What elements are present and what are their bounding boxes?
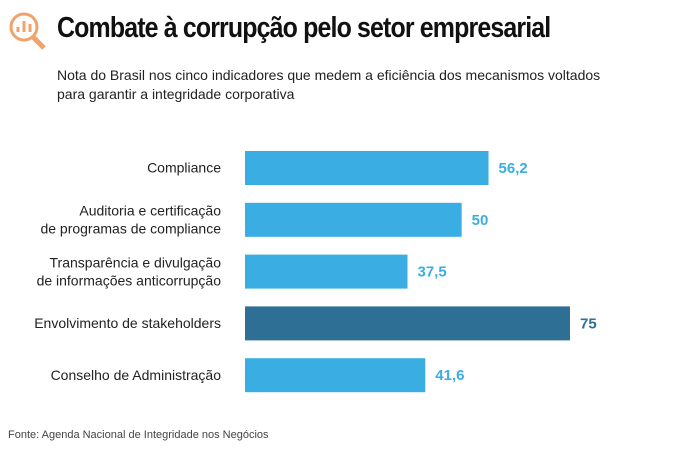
category-label: de programas de compliance — [40, 221, 221, 237]
value-label: 41,6 — [435, 367, 464, 384]
bar — [245, 254, 408, 289]
category-label: Conselho de Administração — [51, 367, 222, 383]
value-label: 75 — [580, 315, 597, 332]
bar — [245, 358, 426, 393]
chart-title: Combate à corrupção pelo setor empresari… — [57, 12, 551, 44]
chart-subtitle: Nota do Brasil nos cinco indicadores que… — [57, 67, 601, 102]
category-label: Compliance — [147, 160, 221, 176]
source-note: Fonte: Agenda Nacional de Integridade no… — [8, 429, 269, 441]
value-label: 37,5 — [418, 264, 447, 281]
bar — [245, 151, 489, 185]
value-label: 56,2 — [499, 160, 528, 177]
category-label: de informações anticorrupção — [37, 272, 222, 288]
bar — [245, 202, 462, 237]
bar — [245, 306, 570, 341]
category-label: Envolvimento de stakeholders — [34, 315, 221, 331]
category-label: Auditoria e certificação — [79, 203, 221, 219]
value-label: 50 — [472, 212, 489, 229]
icon — [9, 12, 46, 50]
category-label: Transparência e divulgação — [50, 254, 222, 270]
